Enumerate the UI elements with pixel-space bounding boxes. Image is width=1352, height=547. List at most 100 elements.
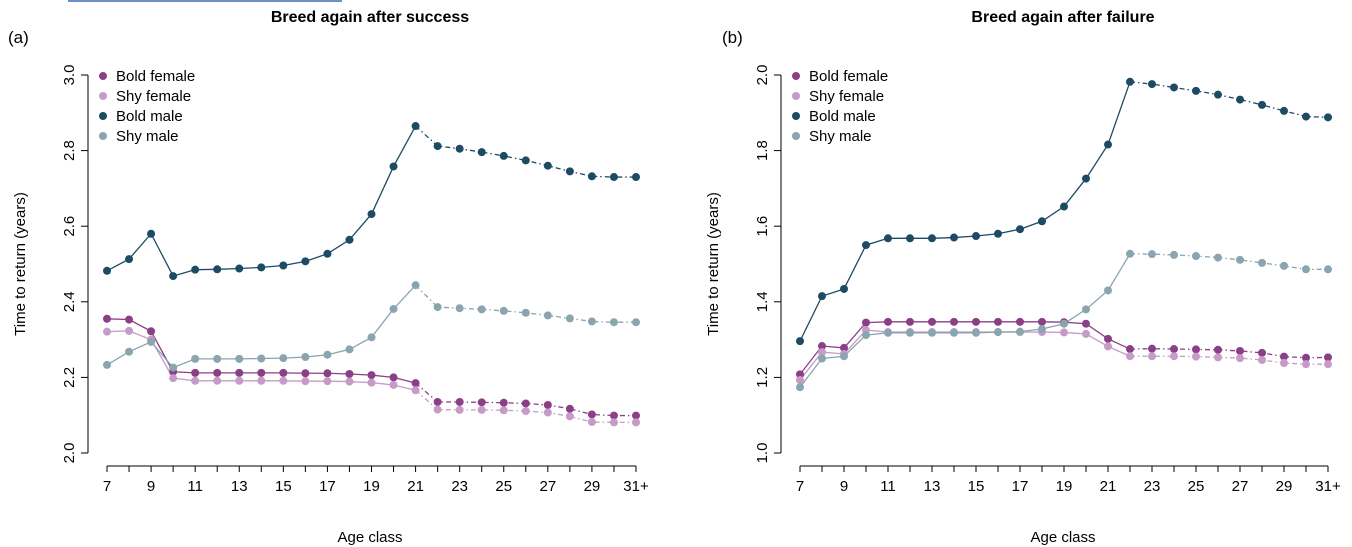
panel-a-x-tick-label: 19 <box>363 478 380 495</box>
panel-a-legend-label-shy_female: Shy female <box>116 88 191 105</box>
panel-a-legend-marker-bold_female <box>99 72 107 80</box>
panel-a-y-tick-label: 2.2 <box>61 367 78 388</box>
panel-b-point-shy_male <box>818 354 826 363</box>
panel-a-x-tick-label: 17 <box>319 478 336 495</box>
panel-a-point-shy_male <box>499 306 508 315</box>
panel-a-point-shy_female <box>389 380 398 389</box>
panel-a-point-bold_female <box>499 398 508 407</box>
panel-a-point-bold_male <box>367 210 376 219</box>
panel-a-point-bold_male <box>521 156 530 165</box>
panel-b-point-shy_female <box>1060 328 1068 337</box>
panel-b-series-lines <box>799 81 1329 388</box>
panel-a-point-bold_female <box>433 397 442 406</box>
panel-b-y-tick-label: 1.6 <box>754 216 771 237</box>
panel-b-legend: Bold female Shy female Bold male Shy male <box>792 68 888 145</box>
panel-a-x-tick-label: 11 <box>187 478 203 495</box>
panel-b-point-shy_male <box>1060 319 1068 328</box>
panel-b-point-shy_male <box>1280 261 1288 270</box>
panel-b-point-shy_male <box>884 328 892 337</box>
panel-a-point-bold_male <box>191 265 200 274</box>
panel-a-point-shy_female <box>125 326 134 335</box>
panel-a-legend-label-bold_male: Bold male <box>116 108 183 125</box>
panel-a-y-axis: 2.0 2.2 2.4 2.6 2.8 3.0 <box>61 65 89 463</box>
panel-b-point-shy_male <box>928 328 936 337</box>
panel-a-point-shy_female <box>477 405 486 414</box>
panel-b-point-shy_female <box>1126 352 1134 361</box>
panel-b-x-tick-label: 15 <box>968 478 985 495</box>
panel-b-point-shy_female <box>1082 329 1090 338</box>
panel-a-point-bold_male <box>477 148 486 157</box>
panel-a-point-bold_female <box>389 373 398 382</box>
panel-b-point-shy_female <box>1302 360 1310 369</box>
panel-a-legend-label-shy_male: Shy male <box>116 128 179 145</box>
panel-b-x-tick-label: 25 <box>1188 478 1205 495</box>
panel-b-point-shy_male <box>1126 249 1134 258</box>
panel-a-y-axis-label: Time to return (years) <box>12 192 29 336</box>
panel-b-x-tick-label: 7 <box>796 478 804 495</box>
panel-a-point-bold_female <box>609 411 618 420</box>
panel-a-point-shy_male <box>609 318 618 327</box>
panel-a-tag: (a) <box>8 28 29 47</box>
panel-a-point-shy_male <box>433 303 442 312</box>
panel-b-point-bold_male <box>1016 225 1024 234</box>
panel-b-point-bold_male <box>1280 106 1288 115</box>
panel-a-line-bold_male-dashed <box>415 125 636 178</box>
panel-b-point-bold_male <box>1038 217 1046 226</box>
panel-a-point-bold_male <box>433 142 442 151</box>
panel-a-point-shy_female <box>235 376 244 385</box>
panel-a-point-bold_male <box>147 229 156 238</box>
panel-b-point-bold_male <box>1148 80 1156 89</box>
panel-b-point-shy_male <box>796 383 804 392</box>
panel-a-point-shy_male <box>521 308 530 317</box>
panel-a-point-bold_male <box>543 161 552 170</box>
panel-b-point-bold_female <box>1192 345 1200 354</box>
panel-a-point-bold_female <box>213 368 222 377</box>
panel-b-point-shy_female <box>1324 360 1332 369</box>
panel-a-point-bold_female <box>103 314 111 323</box>
panel-a-point-bold_female <box>147 327 156 336</box>
panel-b-point-bold_male <box>796 337 804 346</box>
panel-a-point-bold_male <box>169 272 178 281</box>
panel-a-point-shy_male <box>455 304 464 313</box>
panel-b-point-bold_female <box>972 317 980 326</box>
panel-a-x-tick-label: 29 <box>584 478 601 495</box>
panel-a-x-axis-label: Age class <box>337 529 402 546</box>
panel-b-point-shy_male <box>1148 250 1156 259</box>
panel-a-point-shy_female <box>367 378 376 387</box>
panel-a-point-bold_female <box>301 369 310 378</box>
panel-a-point-shy_male <box>279 354 288 363</box>
panel-a-point-bold_female <box>411 379 420 388</box>
panel-a-point-bold_female <box>367 371 376 380</box>
panel-a-point-shy_male <box>257 354 266 363</box>
panel-b-legend-marker-shy_male <box>792 132 800 140</box>
panel-b-point-shy_male <box>1016 327 1024 336</box>
panel-a-point-bold_female <box>632 411 640 420</box>
panel-b-point-shy_female <box>1280 359 1288 368</box>
panel-b-line-bold_female-dashed <box>1129 348 1329 359</box>
panel-a-point-bold_male <box>345 235 354 244</box>
panel-b-line-bold_female-solid <box>799 321 1131 375</box>
panel-a-x-tick-label: 21 <box>407 478 424 495</box>
panel-a-point-bold_male <box>235 264 244 273</box>
panel-b-point-bold_female <box>1170 345 1178 354</box>
panel-a-point-bold_female <box>477 398 486 407</box>
panel-b-point-bold_male <box>950 233 958 242</box>
panel-b-line-shy_female-solid <box>799 329 1131 381</box>
panel-a-point-bold_male <box>257 263 266 272</box>
panel-b-point-shy_male <box>1192 252 1200 261</box>
panel-b-x-tick-label: 21 <box>1100 478 1117 495</box>
panel-b-x-axis: 7 9 11 13 15 17 19 21 23 25 27 29 31+ <box>796 465 1341 495</box>
panel-a-point-bold_male <box>411 122 420 131</box>
panel-b-point-bold_male <box>928 234 936 243</box>
panel-b-point-bold_female <box>1280 352 1288 361</box>
panel-a-point-bold_female <box>455 397 464 406</box>
panel-a-point-shy_female <box>301 377 310 386</box>
panel-b-point-bold_male <box>1192 86 1200 95</box>
panel-b-point-bold_female <box>818 342 826 351</box>
panel-b-y-tick-label: 1.0 <box>754 443 771 464</box>
panel-a-point-shy_male <box>169 363 178 372</box>
panel-b-point-bold_male <box>1324 113 1332 122</box>
panel-b-point-bold_male <box>1258 100 1266 109</box>
panel-b-point-bold_female <box>862 318 870 327</box>
panel-b-legend-label-bold_female: Bold female <box>809 68 888 85</box>
